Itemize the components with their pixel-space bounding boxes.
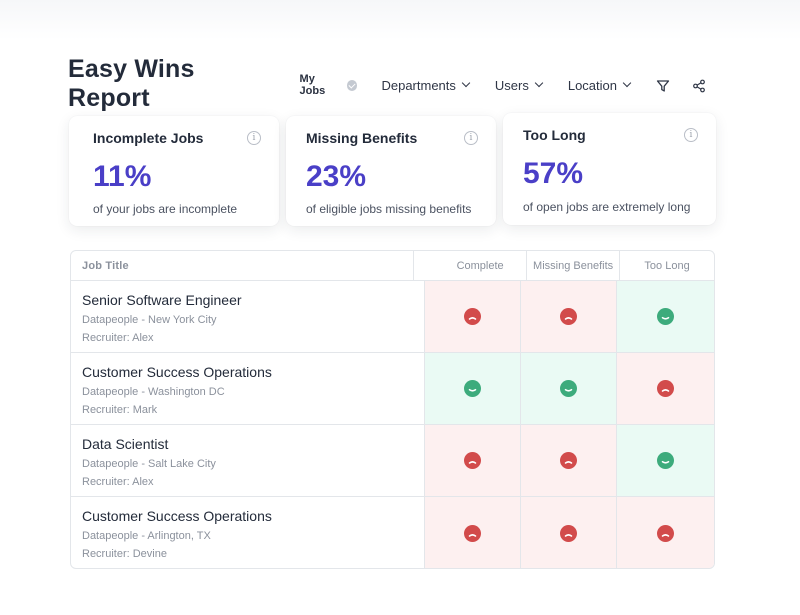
job-recruiter: Recruiter: Mark	[82, 404, 158, 416]
share-icon	[693, 79, 705, 93]
happy-face-icon	[657, 308, 674, 325]
happy-face-icon	[657, 452, 674, 469]
column-header-complete[interactable]: Complete	[434, 251, 528, 280]
check-circle-icon	[346, 79, 358, 91]
report-header: Easy Wins Report My Jobs Departments Use…	[68, 55, 728, 112]
job-title-cell: Customer Success Operations Datapeople - …	[71, 353, 425, 424]
share-button[interactable]	[692, 79, 706, 93]
chevron-down-icon	[461, 78, 471, 88]
column-header-missing-benefits[interactable]: Missing Benefits	[527, 251, 621, 280]
complete-status-cell[interactable]	[425, 281, 521, 352]
location-label: Location	[567, 77, 617, 93]
job-location: Datapeople - Washington DC	[82, 386, 225, 398]
sad-face-icon	[464, 524, 481, 542]
page-title: Easy Wins Report	[68, 55, 195, 112]
chevron-down-icon	[622, 78, 632, 88]
job-recruiter: Recruiter: Devine	[82, 548, 167, 560]
job-title[interactable]: Senior Software Engineer	[82, 292, 242, 308]
sad-face-icon	[560, 452, 577, 469]
missing-benefits-status-cell[interactable]	[521, 281, 617, 352]
departments-label: Departments	[381, 77, 456, 93]
table-row[interactable]: Data Scientist Datapeople - Salt Lake Cit…	[71, 425, 714, 497]
card-subtitle: of open jobs are extremely long	[523, 200, 691, 214]
incomplete-jobs-card: Incomplete Jobs i 11% of your jobs are i…	[69, 116, 279, 226]
missing-benefits-status-cell[interactable]	[521, 425, 617, 496]
job-recruiter: Recruiter: Alex	[82, 476, 154, 488]
users-dropdown[interactable]: Users	[494, 77, 544, 93]
sad-face-icon	[464, 452, 481, 469]
card-title: Incomplete Jobs	[93, 130, 204, 146]
too-long-status-cell[interactable]	[617, 497, 714, 568]
jobs-table: Job Title Complete Missing Benefits Too …	[70, 250, 715, 569]
too-long-card: Too Long i 57% of open jobs are extremel…	[503, 113, 716, 225]
location-dropdown[interactable]: Location	[567, 77, 632, 93]
column-header-too-long[interactable]: Too Long	[644, 259, 690, 272]
job-title[interactable]: Data Scientist	[82, 436, 169, 452]
card-subtitle: of eligible jobs missing benefits	[306, 202, 472, 216]
column-header-job-title[interactable]: Job Title	[71, 251, 415, 280]
info-icon[interactable]: i	[464, 131, 478, 145]
job-title-cell: Data Scientist Datapeople - Salt Lake Cit…	[71, 425, 425, 496]
departments-dropdown[interactable]: Departments	[381, 77, 471, 93]
complete-status-cell[interactable]	[425, 425, 521, 496]
job-location: Datapeople - Salt Lake City	[82, 458, 216, 470]
job-location: Datapeople - Arlington, TX	[82, 530, 211, 542]
sad-face-icon	[464, 308, 481, 325]
sad-face-icon	[657, 524, 674, 542]
missing-benefits-status-cell[interactable]	[521, 497, 617, 568]
filter-button[interactable]	[656, 79, 670, 93]
top-fade	[0, 0, 800, 40]
too-long-status-cell[interactable]	[617, 353, 714, 424]
chevron-down-icon	[534, 78, 544, 88]
job-location: Datapeople - New York City	[82, 314, 217, 326]
card-value: 11%	[93, 160, 152, 193]
card-value: 23%	[306, 160, 367, 193]
missing-benefits-card: Missing Benefits i 23% of eligible jobs …	[286, 116, 496, 226]
job-recruiter: Recruiter: Alex	[82, 332, 154, 344]
sad-face-icon	[657, 380, 674, 397]
complete-status-cell[interactable]	[425, 497, 521, 568]
table-row[interactable]: Senior Software Engineer Datapeople - New…	[71, 281, 714, 353]
sad-face-icon	[560, 308, 577, 325]
too-long-status-cell[interactable]	[617, 425, 714, 496]
card-value: 57%	[523, 157, 584, 190]
table-header: Job Title Complete Missing Benefits Too …	[71, 251, 714, 281]
card-title: Too Long	[523, 127, 586, 143]
my-jobs-label: My Jobs	[299, 73, 326, 97]
happy-face-icon	[464, 380, 481, 397]
users-label: Users	[494, 77, 529, 93]
sad-face-icon	[560, 524, 577, 542]
job-title-cell: Customer Success Operations Datapeople - …	[71, 497, 425, 568]
job-title[interactable]: Customer Success Operations	[82, 364, 272, 380]
info-icon[interactable]: i	[684, 128, 698, 142]
job-title-cell: Senior Software Engineer Datapeople - New…	[71, 281, 425, 352]
table-body: Senior Software Engineer Datapeople - New…	[71, 281, 714, 568]
missing-benefits-status-cell[interactable]	[521, 353, 617, 424]
table-row[interactable]: Customer Success Operations Datapeople - …	[71, 353, 714, 425]
complete-status-cell[interactable]	[425, 353, 521, 424]
my-jobs-toggle[interactable]: My Jobs	[300, 73, 358, 97]
happy-face-icon	[560, 380, 577, 397]
card-subtitle: of your jobs are incomplete	[93, 202, 238, 216]
too-long-status-cell[interactable]	[617, 281, 714, 352]
filter-icon	[656, 80, 670, 92]
job-title[interactable]: Customer Success Operations	[82, 508, 272, 524]
info-icon[interactable]: i	[247, 131, 261, 145]
table-row[interactable]: Customer Success Operations Datapeople - …	[71, 497, 714, 568]
card-title: Missing Benefits	[306, 130, 418, 146]
